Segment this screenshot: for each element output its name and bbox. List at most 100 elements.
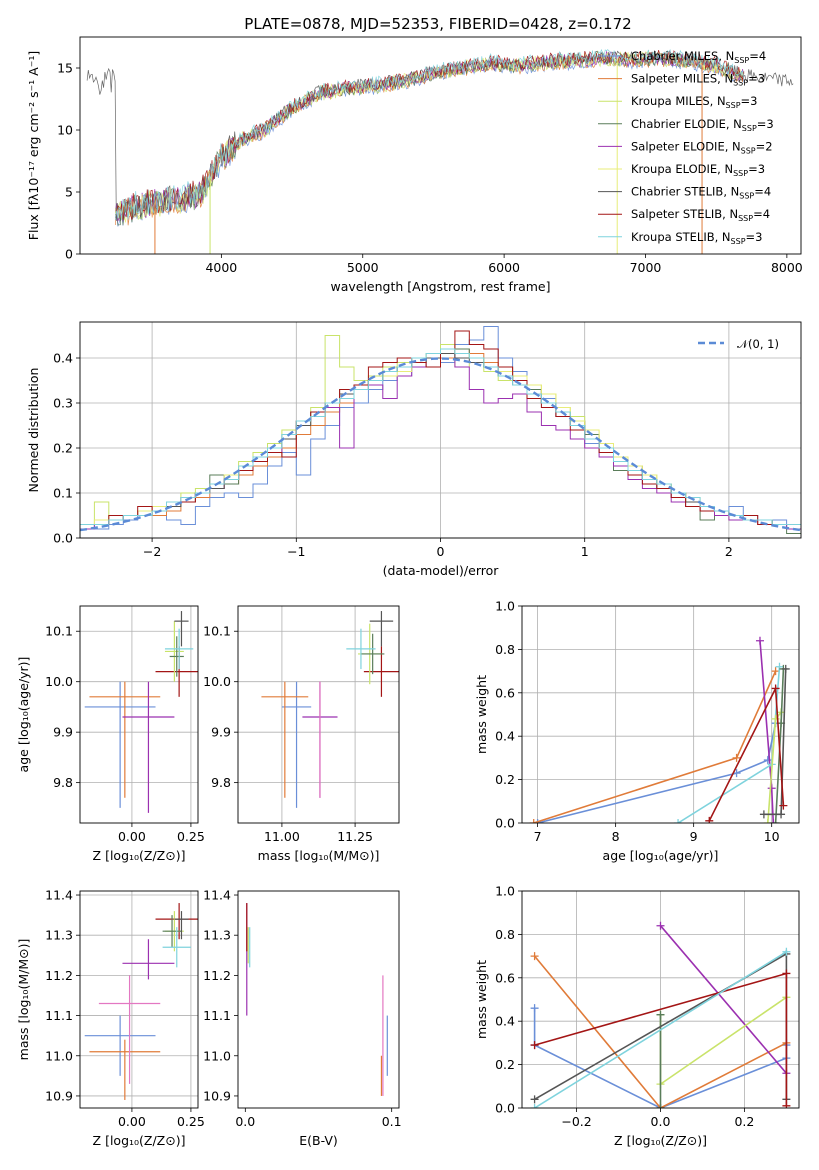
y-tick-label: 11.1 [203,1008,231,1023]
x-tick-label: 1 [581,544,589,559]
x-tick-label: 8 [612,829,620,844]
x-tick-label: 0.2 [734,1114,754,1129]
y-tick-label: 11.4 [203,888,231,903]
axes-frame [237,890,400,1109]
y-tick-label: 0.8 [495,927,515,942]
weight-marker [782,969,791,978]
x-tick-label: 9 [690,829,698,844]
plot-area [246,903,388,1096]
y-tick-label: 9.9 [53,725,73,740]
plot-area [529,636,790,823]
y-tick-label: 10.1 [45,624,73,639]
weight-marker [533,819,542,823]
x-axis-label: wavelength [Angstrom, rest frame] [330,279,550,294]
x-tick-label: 5000 [347,260,379,275]
x-axis-label: age [log₁₀(age/yr)] [603,848,719,863]
weight-marker [771,667,780,676]
x-tick-label: 2 [725,544,733,559]
y-tick-label: 0.8 [495,642,515,657]
y-tick-label: 10 [57,123,73,138]
x-tick-label: 0.25 [177,1114,205,1129]
weight-vs-metallicity-panel: −0.2 0.0 0.2 0.0 0.2 0.4 0.6 0.8 1.0 Z [log₁₀(Z/Z… [474,884,800,1148]
plot-area [84,903,198,1100]
y-tick-label: 0.0 [495,1101,515,1116]
y-axis-label: Normed distribution [26,368,41,493]
x-tick-label: −0.2 [561,1114,591,1129]
weight-marker [782,1101,791,1108]
weight-marker [779,801,788,810]
x-tick-label: 10 [764,829,780,844]
x-axis-label: E(B-V) [299,1133,338,1148]
y-tick-label: 0.1 [53,486,73,501]
x-tick-label: 0.0 [651,1114,671,1129]
plot-area [530,921,791,1108]
y-tick-label: 10.9 [45,1088,73,1103]
axes-frame [237,605,400,824]
weight-marker [769,819,778,823]
mass-vs-metallicity-panel: 0.00 0.25 10.9 11.0 11.1 11.2 11.3 11.4 Z [log₁₀… [16,888,205,1148]
legend-label: Kroupa MILES, NSSP=3 [631,94,757,110]
figure-title: PLATE=0878, MJD=52353, FIBERID=0428, z=0… [244,15,631,33]
age-vs-mass-panel: 11.00 11.25 9.8 9.9 10.0 10.1 mass [log₁₀(M/M⊙… [203,605,400,863]
legend-label: Salpeter ELODIE, NSSP=2 [631,139,773,155]
y-tick-label: 0.2 [495,772,515,787]
y-tick-label: 9.8 [53,775,73,790]
y-tick-label: 9.9 [211,725,231,740]
weight-marker [763,819,772,823]
weight-marker [732,753,741,762]
y-tick-label: 0.4 [495,1014,515,1029]
residual-histogram-panel: −2 −1 0 1 2 0.0 0.1 0.2 0.3 0.4 (data-model)/error… [26,321,802,578]
y-tick-label: 0.0 [495,816,515,831]
x-tick-label: 6000 [488,260,520,275]
weight-marker [530,952,539,961]
x-tick-label: 11.25 [337,829,373,844]
plot-area [86,48,794,254]
y-tick-label: 11.2 [203,968,231,983]
y-tick-label: 0.2 [495,1057,515,1072]
weight-marker [530,1041,539,1050]
weight-marker [763,756,772,765]
weight-line [659,925,788,1074]
y-tick-label: 1.0 [495,599,515,614]
weight-marker [530,1095,539,1104]
plot-area [84,611,198,813]
y-axis-label: age [log₁₀(age/yr)] [16,657,31,773]
y-tick-label: 10.9 [203,1088,231,1103]
weight-marker [782,947,791,956]
y-tick-label: 9.8 [211,775,231,790]
y-tick-label: 11.4 [45,888,73,903]
legend-label: 𝒩(0, 1) [737,337,779,351]
y-tick-label: 0 [65,247,73,262]
y-tick-label: 5 [65,185,73,200]
legend-label: Salpeter STELIB, NSSP=4 [631,207,770,223]
axes-frame [79,890,199,1109]
y-tick-label: 0.3 [53,396,73,411]
weight-marker [759,810,768,819]
weight-marker [656,1104,665,1108]
y-tick-label: 11.1 [45,1008,73,1023]
y-tick-label: 15 [57,61,73,76]
legend-label: Chabrier STELIB, NSSP=4 [631,185,771,201]
y-tick-label: 11.3 [203,928,231,943]
mass-vs-extinction-panel: 0.0 0.1 10.9 11.0 11.1 11.2 11.3 11.4 E(B-V) [203,888,401,1148]
y-tick-label: 0.2 [53,441,73,456]
weight-marker [767,784,776,793]
legend-label: Salpeter MILES, NSSP=3 [631,72,765,88]
weight-marker [777,810,786,819]
x-tick-label: 0 [437,544,445,559]
spectrum-panel: 4000 5000 6000 7000 8000 0 5 10 15 wavelength [An… [26,36,803,294]
y-tick-label: 11.0 [45,1048,73,1063]
axes-frame [521,890,800,1109]
weight-line [533,670,777,823]
weight-marker [674,819,683,823]
y-tick-label: 1.0 [495,884,515,899]
weight-marker [529,819,538,823]
spectrum-line [114,51,745,226]
weight-line [534,951,787,1108]
x-tick-label: 0.00 [118,1114,146,1129]
y-tick-label: 0.4 [53,351,73,366]
legend-label: Kroupa ELODIE, NSSP=3 [631,162,765,178]
x-axis-label: Z [log₁₀(Z/Z⊙)] [93,1133,186,1148]
y-tick-label: 10.0 [45,674,73,689]
